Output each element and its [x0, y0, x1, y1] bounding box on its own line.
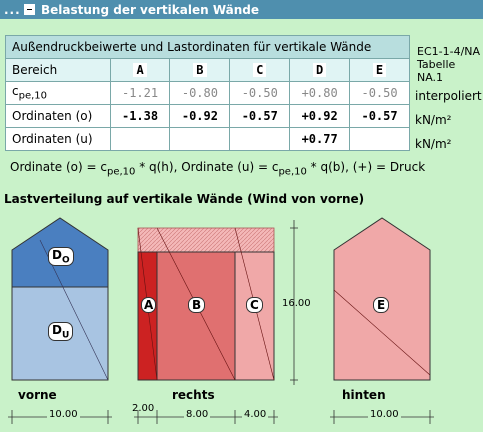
cell-u-d: +0.77 [289, 127, 351, 151]
titlebar-dots[interactable]: ... [4, 2, 21, 17]
norm-reference: EC1-1-4/NA Tabelle NA.1 [417, 45, 483, 84]
zone-hatch [137, 227, 275, 253]
bubble-b: B [188, 297, 206, 313]
column-e: E [372, 63, 387, 77]
cell-cpe-b: -0.80 [169, 81, 231, 105]
table-row-ordinate-o: Ordinaten (o) -1.38 -0.92 -0.57 +0.92 -0… [5, 104, 410, 128]
column-a: A [133, 63, 147, 77]
label-hinten: hinten [342, 388, 386, 402]
coefficient-table: Außendruckbeiwerte und Lastordinaten für… [5, 35, 410, 151]
bubble-d-u: DU [48, 322, 74, 342]
table-row-ordinate-u: Ordinaten (u) +0.77 [5, 127, 410, 151]
bubble-d-o: DO [48, 247, 74, 267]
unit-kn-o: kN/m² [415, 113, 452, 127]
dim-c: 4.00 [242, 409, 269, 420]
formula-part-3: * q(b), (+) = Druck [306, 160, 426, 174]
cell-u-c [229, 127, 291, 151]
header-bereich: Bereich [5, 58, 111, 82]
table-row-cpe: cpe,10 -1.21 -0.80 -0.50 +0.80 -0.50 [5, 81, 410, 105]
cell-cpe-c: -0.50 [229, 81, 291, 105]
row-label-cpe-sub: pe,10 [18, 90, 48, 102]
bubble-a: A [141, 297, 157, 313]
zone-b [156, 251, 236, 381]
formula-sub-2: pe,10 [278, 166, 307, 178]
formula-sub-1: pe,10 [106, 166, 136, 178]
norm-line-1: EC1-1-4/NA [417, 45, 481, 58]
cell-cpe-d: +0.80 [289, 81, 351, 105]
norm-line-2: Tabelle NA.1 [417, 58, 456, 84]
row-label-ordinate-u: Ordinaten (u) [5, 127, 111, 151]
row-label-ordinate-o: Ordinaten (o) [5, 104, 111, 128]
table-caption: Außendruckbeiwerte und Lastordinaten für… [5, 35, 410, 59]
dim-vorne: 10.00 [47, 409, 80, 420]
view-rechts [137, 220, 298, 385]
window-title: Belastung der vertikalen Wände [41, 2, 260, 17]
formula-note: Ordinate (o) = cpe,10 * q(h), Ordinate (… [10, 160, 425, 177]
view-vorne [11, 217, 109, 381]
dim-hinten: 10.00 [368, 409, 401, 420]
label-rechts: rechts [172, 388, 215, 402]
formula-part-1: Ordinate (o) = c [10, 160, 107, 174]
cell-u-e [349, 127, 410, 151]
zone-a [137, 251, 158, 381]
cell-o-e: -0.57 [349, 104, 410, 128]
section-title: Lastverteilung auf vertikale Wände (Wind… [4, 192, 365, 206]
label-vorne: vorne [18, 388, 57, 402]
zone-c [234, 251, 275, 381]
cell-o-d: +0.92 [289, 104, 351, 128]
dim-height: 16.00 [282, 298, 311, 309]
cell-cpe-e: -0.50 [349, 81, 410, 105]
unit-kn-u: kN/m² [415, 137, 452, 151]
dim-b: 8.00 [184, 409, 211, 420]
cell-o-a: -1.38 [109, 104, 171, 128]
column-d: D [313, 63, 327, 77]
collapse-icon[interactable] [24, 4, 35, 15]
row-label-cpe: c [12, 84, 19, 99]
formula-part-2: * q(h), Ordinate (u) = c [135, 160, 279, 174]
column-b: B [193, 63, 207, 77]
cell-o-b: -0.92 [169, 104, 231, 128]
bubble-c: C [246, 297, 263, 313]
bubble-e: E [373, 297, 390, 313]
cell-cpe-a: -1.21 [109, 81, 171, 105]
unit-interpoliert: interpoliert [415, 89, 482, 103]
dim-a: 2.00 [132, 403, 155, 414]
column-c: C [253, 63, 267, 77]
window-titlebar: ... Belastung der vertikalen Wände [0, 0, 483, 19]
